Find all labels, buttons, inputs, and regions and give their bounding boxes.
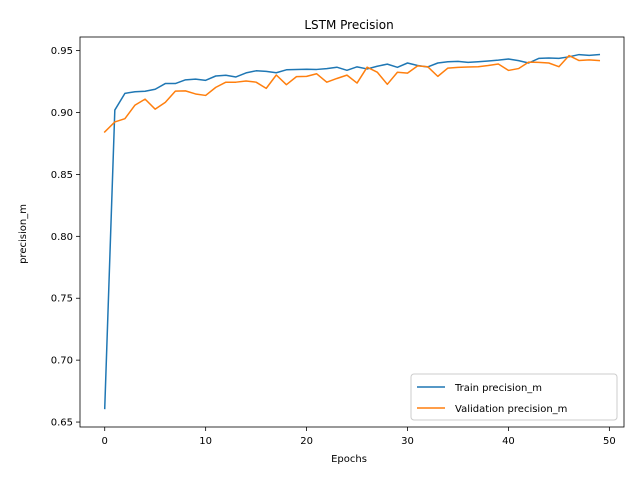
x-tick-label: 0: [102, 436, 108, 447]
x-axis: 0 10 20 30 40 50: [102, 427, 616, 447]
legend-box: [410, 373, 618, 421]
y-tick-label: 0.90: [51, 108, 73, 119]
legend-label: Validation precision_m: [455, 404, 567, 415]
x-tick-label: 20: [300, 436, 313, 447]
x-tick-label: 40: [502, 436, 515, 447]
y-axis: 0.65 0.70 0.75 0.80 0.85 0.90 0.95: [51, 46, 80, 429]
y-axis-title: precision_m: [18, 204, 29, 264]
y-tick-label: 0.65: [51, 418, 73, 429]
x-tick-label: 50: [603, 436, 616, 447]
y-tick-label: 0.75: [51, 294, 73, 305]
y-tick-label: 0.95: [51, 46, 73, 57]
x-axis-title: Epochs: [331, 454, 367, 465]
axes-frame: [79, 36, 625, 428]
x-tick-label: 30: [401, 436, 414, 447]
y-tick-label: 0.80: [51, 232, 73, 243]
legend-label: Train precision_m: [454, 383, 542, 394]
plot-area: [80, 37, 624, 427]
chart-title: LSTM Precision: [304, 18, 393, 32]
series-layer: [103, 53, 601, 410]
legend: Train precision_m Validation precision_m: [410, 373, 618, 421]
x-tick-label: 10: [199, 436, 212, 447]
y-tick-label: 0.70: [51, 356, 73, 367]
series-line-validation: [103, 54, 601, 134]
y-tick-label: 0.85: [51, 170, 73, 181]
series-line-train: [103, 53, 601, 410]
plot-background: [80, 37, 624, 427]
